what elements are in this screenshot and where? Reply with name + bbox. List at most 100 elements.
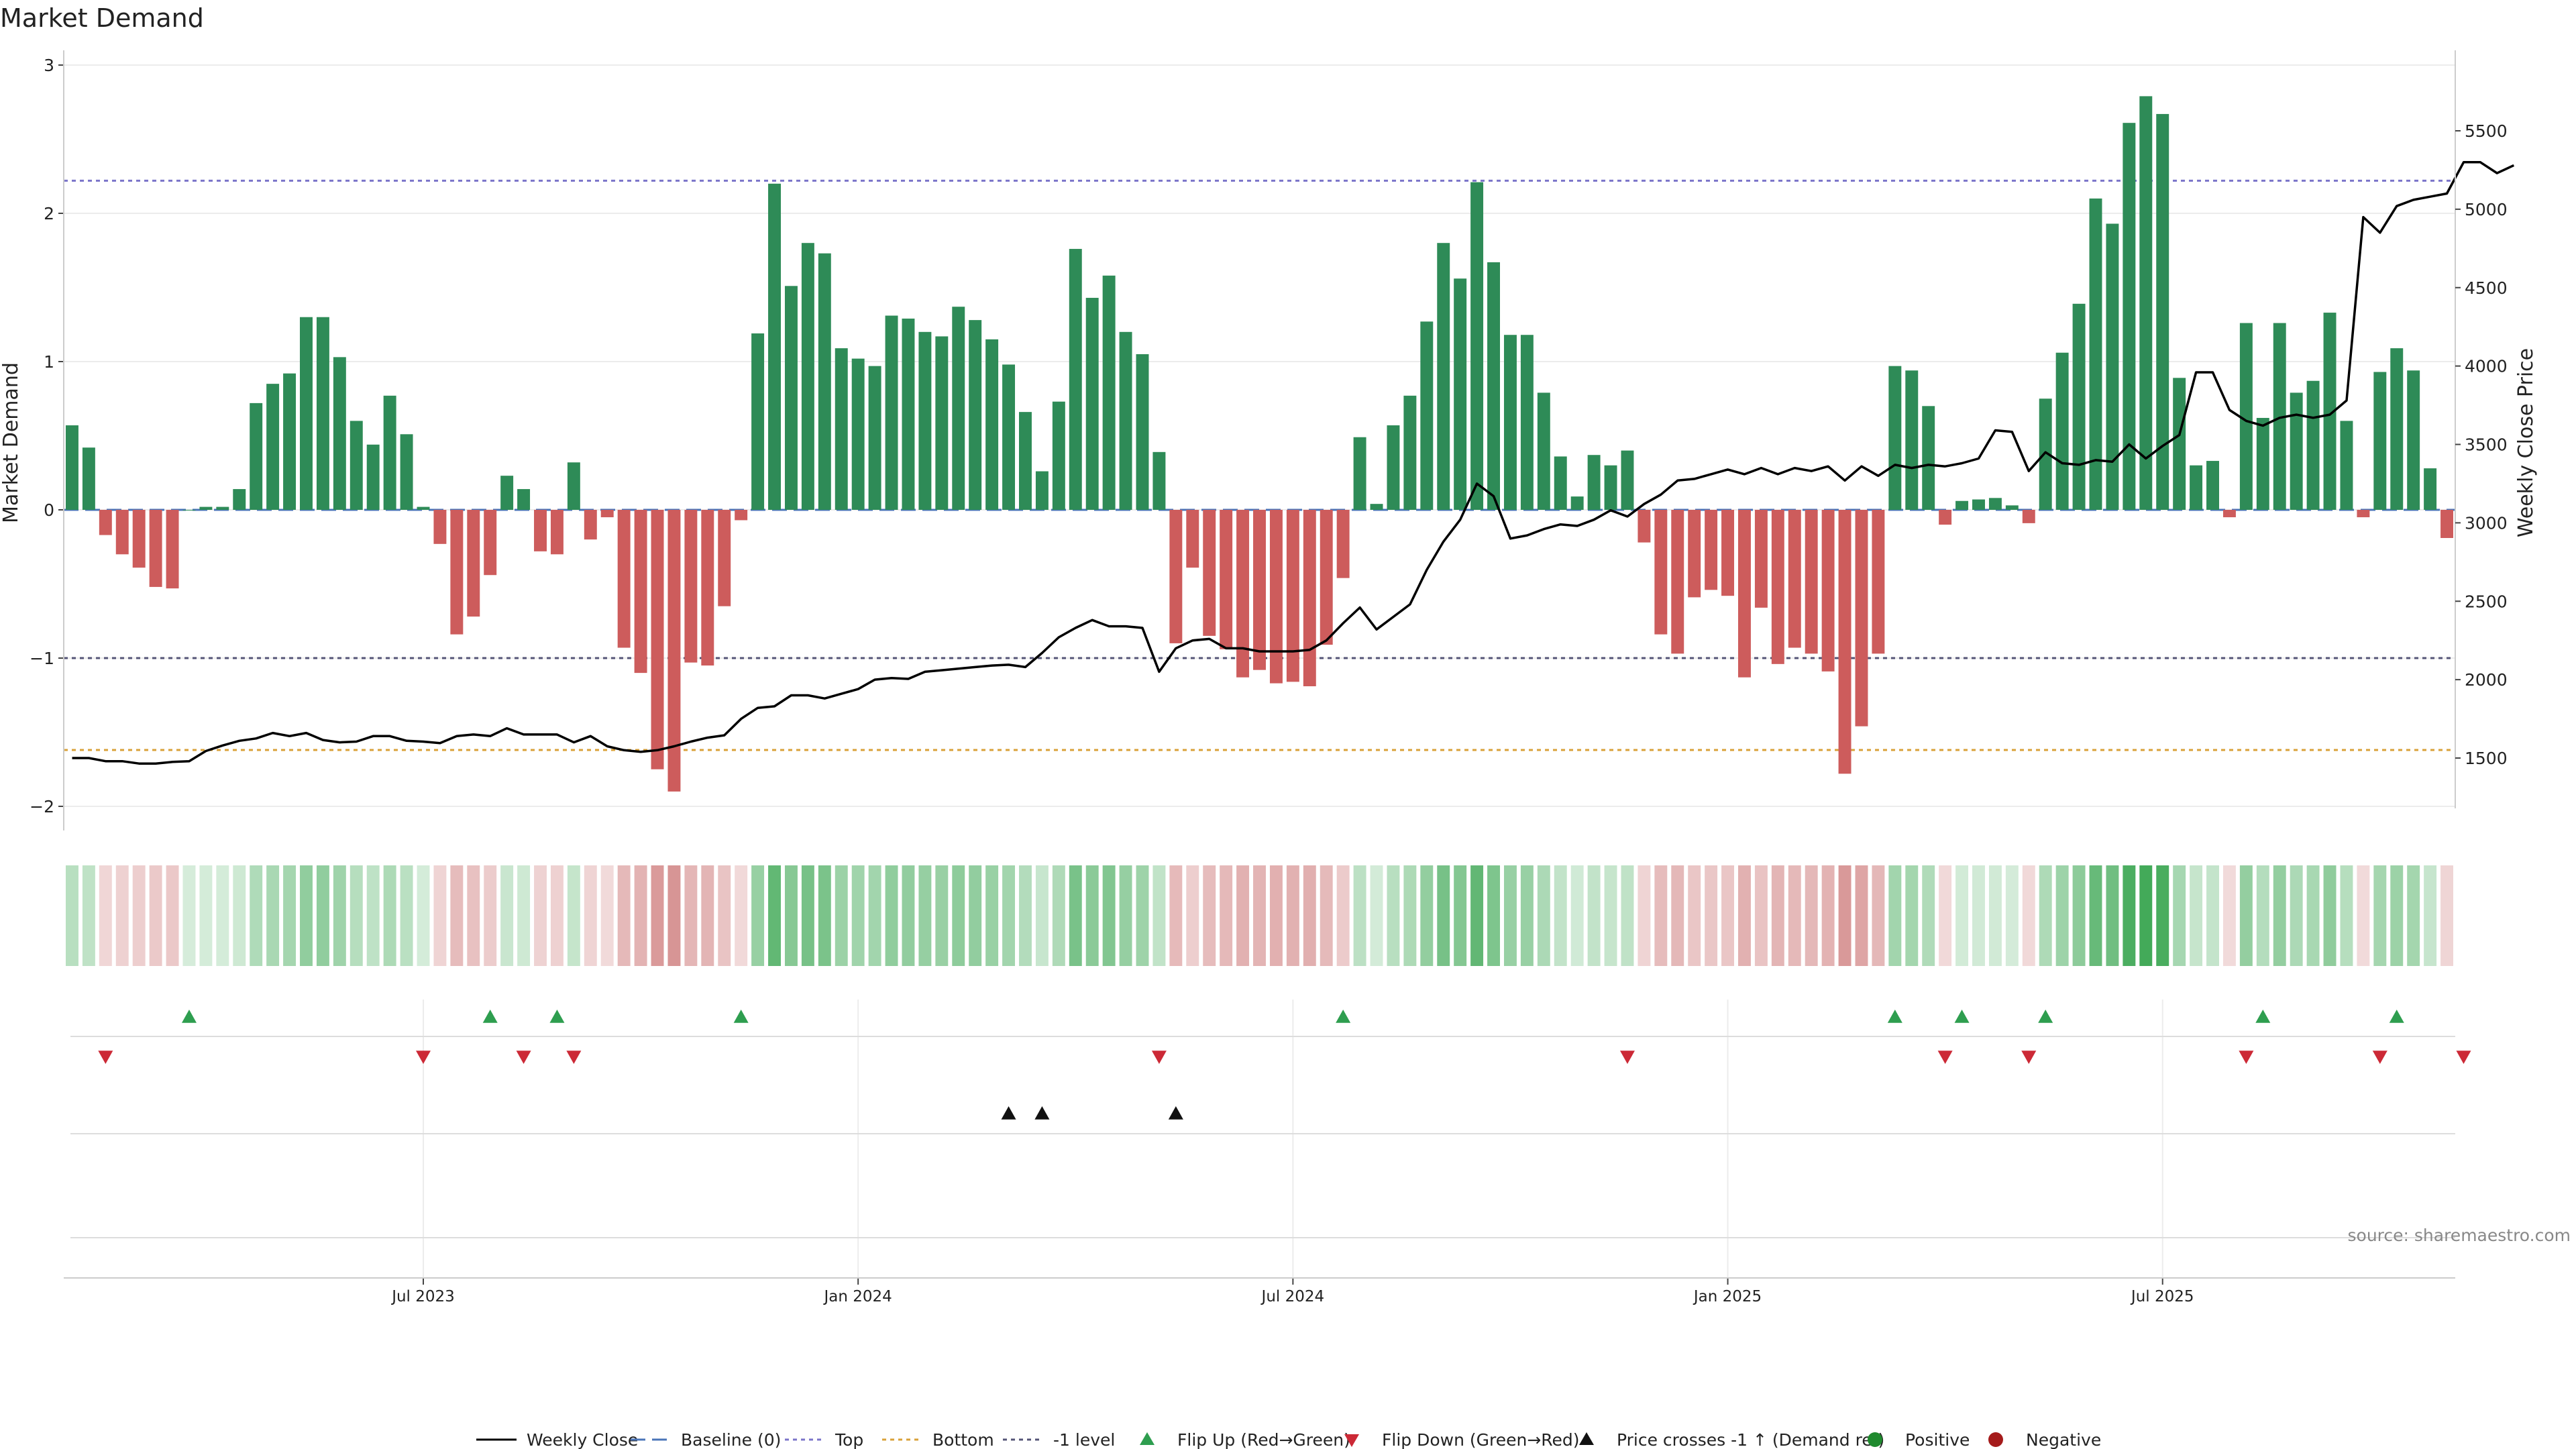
heat-cell bbox=[99, 865, 112, 966]
heat-cell bbox=[2306, 865, 2320, 966]
heat-cell bbox=[132, 865, 146, 966]
heat-cell bbox=[1069, 865, 1082, 966]
demand-bar bbox=[2222, 510, 2236, 518]
demand-bar bbox=[1888, 366, 1902, 510]
demand-bar bbox=[1336, 510, 1350, 578]
heat-cell bbox=[784, 865, 798, 966]
heat-cell bbox=[818, 865, 831, 966]
demand-bar bbox=[2256, 417, 2269, 510]
heat-cell bbox=[1336, 865, 1350, 966]
heat-cell bbox=[2139, 865, 2153, 966]
heat-cell bbox=[1604, 865, 1617, 966]
demand-bar bbox=[1638, 510, 1651, 543]
legend-swatch-positive bbox=[1868, 1432, 1882, 1447]
heat-cell bbox=[1554, 865, 1567, 966]
heat-cell bbox=[617, 865, 631, 966]
heat-cell bbox=[1403, 865, 1417, 966]
demand-bar bbox=[484, 510, 497, 576]
demand-bar bbox=[2190, 465, 2203, 510]
heat-cell bbox=[250, 865, 263, 966]
demand-bar bbox=[2373, 372, 2387, 510]
demand-bar bbox=[400, 434, 413, 510]
legend-swatch-negative bbox=[1988, 1432, 2003, 1447]
demand-bar bbox=[1437, 243, 1450, 510]
demand-bar bbox=[1320, 510, 1333, 645]
demand-bar bbox=[2005, 505, 2019, 510]
heat-cell bbox=[1888, 865, 1902, 966]
demand-bar bbox=[1420, 321, 1434, 510]
demand-bar bbox=[1688, 510, 1701, 598]
heat-cell bbox=[2424, 865, 2437, 966]
demand-bar bbox=[216, 506, 229, 510]
legend-item: Positive bbox=[1868, 1430, 1970, 1449]
heat-cell bbox=[1353, 865, 1366, 966]
demand-bar bbox=[1939, 510, 1952, 525]
flip-up-marker bbox=[181, 1010, 197, 1023]
demand-bar bbox=[250, 402, 263, 510]
heat-cell bbox=[1220, 865, 1233, 966]
legend-label: -1 level bbox=[1053, 1430, 1115, 1449]
demand-bar bbox=[2022, 510, 2035, 523]
heat-cell bbox=[182, 865, 196, 966]
legend: Weekly Close Baseline (0) Top Bottom -1 leve… bbox=[476, 1430, 2101, 1449]
demand-bar bbox=[1220, 510, 1233, 649]
heat-cell bbox=[2106, 865, 2119, 966]
demand-bar bbox=[2290, 392, 2303, 510]
heat-cell bbox=[2323, 865, 2337, 966]
demand-bar bbox=[1085, 297, 1099, 510]
heat-cell bbox=[216, 865, 229, 966]
heat-cell bbox=[1638, 865, 1651, 966]
legend-label: Weekly Close bbox=[527, 1430, 638, 1449]
demand-bar bbox=[1253, 510, 1266, 670]
heat-cell bbox=[2072, 865, 2086, 966]
demand-bar bbox=[199, 506, 213, 510]
heat-cell bbox=[584, 865, 597, 966]
y2-tick-label: 3000 bbox=[2465, 513, 2508, 533]
demand-bar bbox=[82, 447, 95, 510]
legend-item: Price crosses -1 ↑ (Demand ref) bbox=[1579, 1430, 1884, 1449]
heat-cell bbox=[2005, 865, 2019, 966]
y2-tick-label: 5500 bbox=[2465, 121, 2508, 141]
demand-bar bbox=[851, 358, 865, 510]
legend-label: Flip Down (Green→Red) bbox=[1382, 1430, 1580, 1449]
heat-cell bbox=[1688, 865, 1701, 966]
price-cross-marker bbox=[1034, 1106, 1050, 1120]
demand-bar bbox=[99, 510, 112, 535]
heat-cell bbox=[2206, 865, 2219, 966]
demand-bar bbox=[1454, 278, 1467, 510]
y2-axis-label: Weekly Close Price bbox=[2514, 348, 2538, 537]
heat-cell bbox=[300, 865, 313, 966]
demand-bar bbox=[1152, 451, 1166, 510]
demand-bar bbox=[166, 510, 179, 589]
demand-bar bbox=[1052, 401, 1065, 510]
heat-cell bbox=[1487, 865, 1500, 966]
heat-cell bbox=[66, 865, 78, 966]
heat-cell bbox=[534, 865, 547, 966]
heat-cell bbox=[383, 865, 396, 966]
demand-bar bbox=[266, 384, 280, 510]
heat-cell bbox=[1286, 865, 1299, 966]
heat-cell bbox=[969, 865, 982, 966]
heat-cell bbox=[2089, 865, 2102, 966]
heat-cell bbox=[1821, 865, 1835, 966]
flip-up-marker bbox=[1887, 1010, 1902, 1023]
demand-bar bbox=[1236, 510, 1250, 678]
heat-cell bbox=[952, 865, 965, 966]
demand-bar bbox=[918, 331, 932, 510]
heat-cell bbox=[1972, 865, 1985, 966]
demand-bar bbox=[801, 243, 814, 510]
legend-item: Negative bbox=[1988, 1430, 2101, 1449]
heat-cell bbox=[651, 865, 664, 966]
demand-bar bbox=[885, 315, 898, 510]
demand-bar bbox=[350, 421, 363, 510]
demand-bar bbox=[1838, 510, 1851, 774]
demand-bar bbox=[1102, 275, 1116, 510]
flip-down-marker bbox=[1619, 1051, 1635, 1064]
heat-cell bbox=[1537, 865, 1550, 966]
heat-cell bbox=[467, 865, 480, 966]
heat-cell bbox=[316, 865, 329, 966]
demand-bar bbox=[1872, 510, 1885, 654]
demand-bar bbox=[1587, 455, 1601, 510]
legend-item: Weekly Close bbox=[476, 1430, 638, 1449]
flip-up-marker bbox=[549, 1010, 565, 1023]
